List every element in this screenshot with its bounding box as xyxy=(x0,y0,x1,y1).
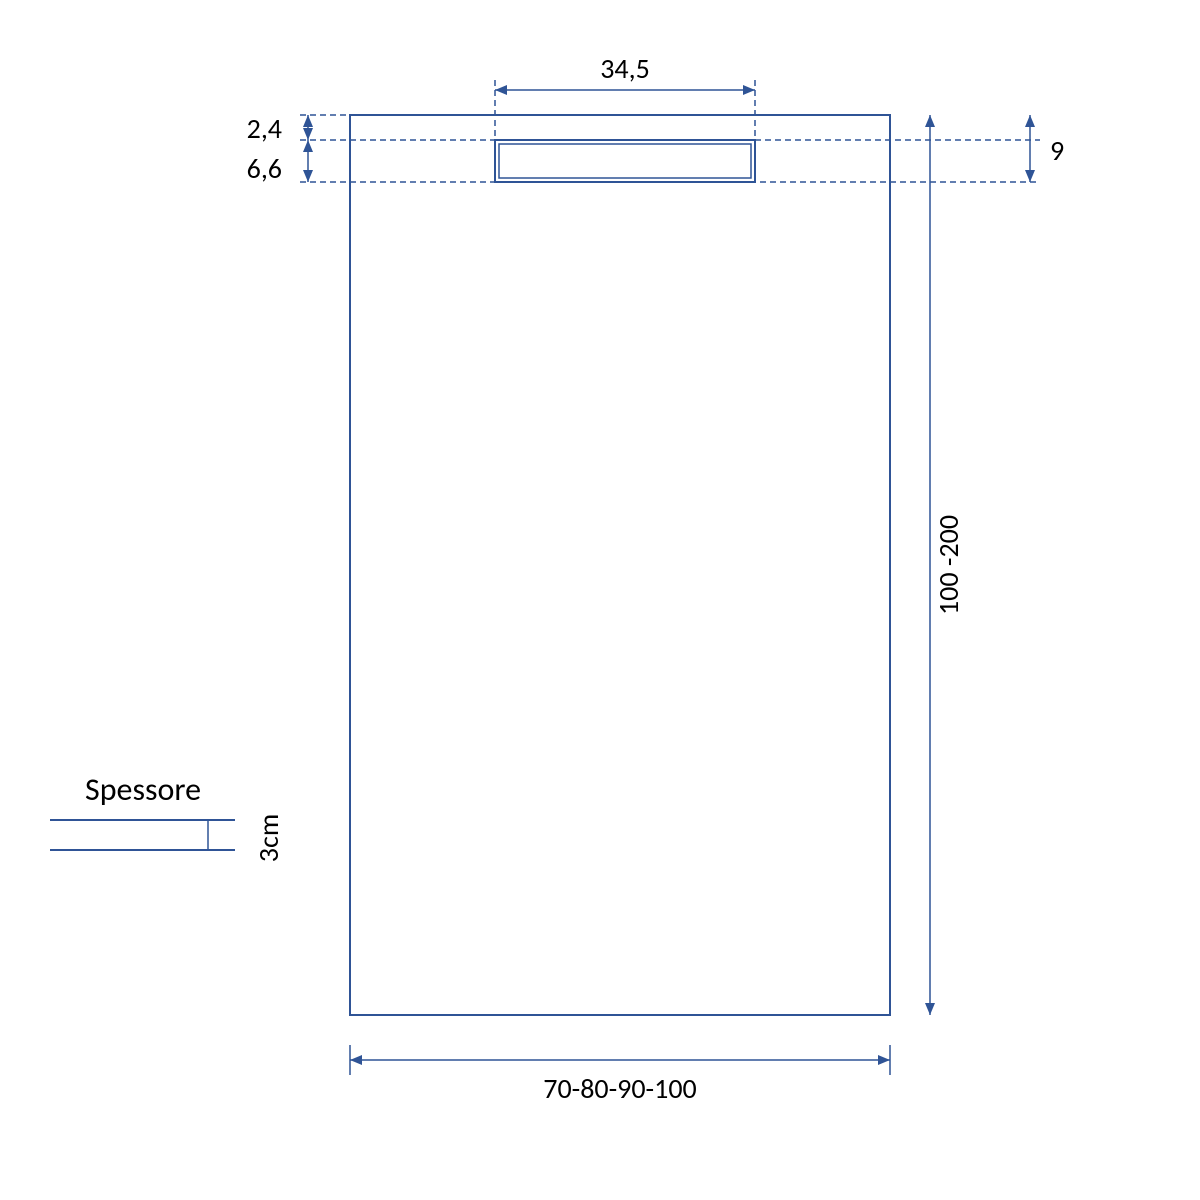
diagram-mark xyxy=(878,1055,890,1065)
diagram-mark xyxy=(303,115,313,127)
diagram-mark xyxy=(743,85,755,95)
dim-bottom-width: 70-80-90-100 xyxy=(543,1071,696,1106)
diagram-mark xyxy=(499,144,751,178)
diagram-mark xyxy=(1025,170,1035,182)
thickness-title: Spessore xyxy=(85,770,201,809)
diagram-mark xyxy=(925,1003,935,1015)
dim-right-height: 100 -200 xyxy=(931,515,966,615)
diagram-mark xyxy=(350,1055,362,1065)
diagram-mark xyxy=(1025,115,1035,127)
dim-left-a: 2,4 xyxy=(247,111,282,146)
thickness-value: 3cm xyxy=(251,814,286,862)
diagram-mark xyxy=(303,140,313,152)
diagram-mark xyxy=(303,170,313,182)
diagram-mark xyxy=(925,115,935,127)
technical-drawing: 34,5 2,4 6,6 9 100 -200 70-80-90-100 Spessore 3… xyxy=(0,0,1200,1200)
dim-left-b: 6,6 xyxy=(247,151,282,186)
dim-top-width: 34,5 xyxy=(600,51,650,86)
diagram-mark xyxy=(495,140,755,182)
diagram-mark xyxy=(303,128,313,140)
dim-right-9: 9 xyxy=(1050,133,1064,168)
diagram-mark xyxy=(495,85,507,95)
diagram-mark xyxy=(350,115,890,1015)
